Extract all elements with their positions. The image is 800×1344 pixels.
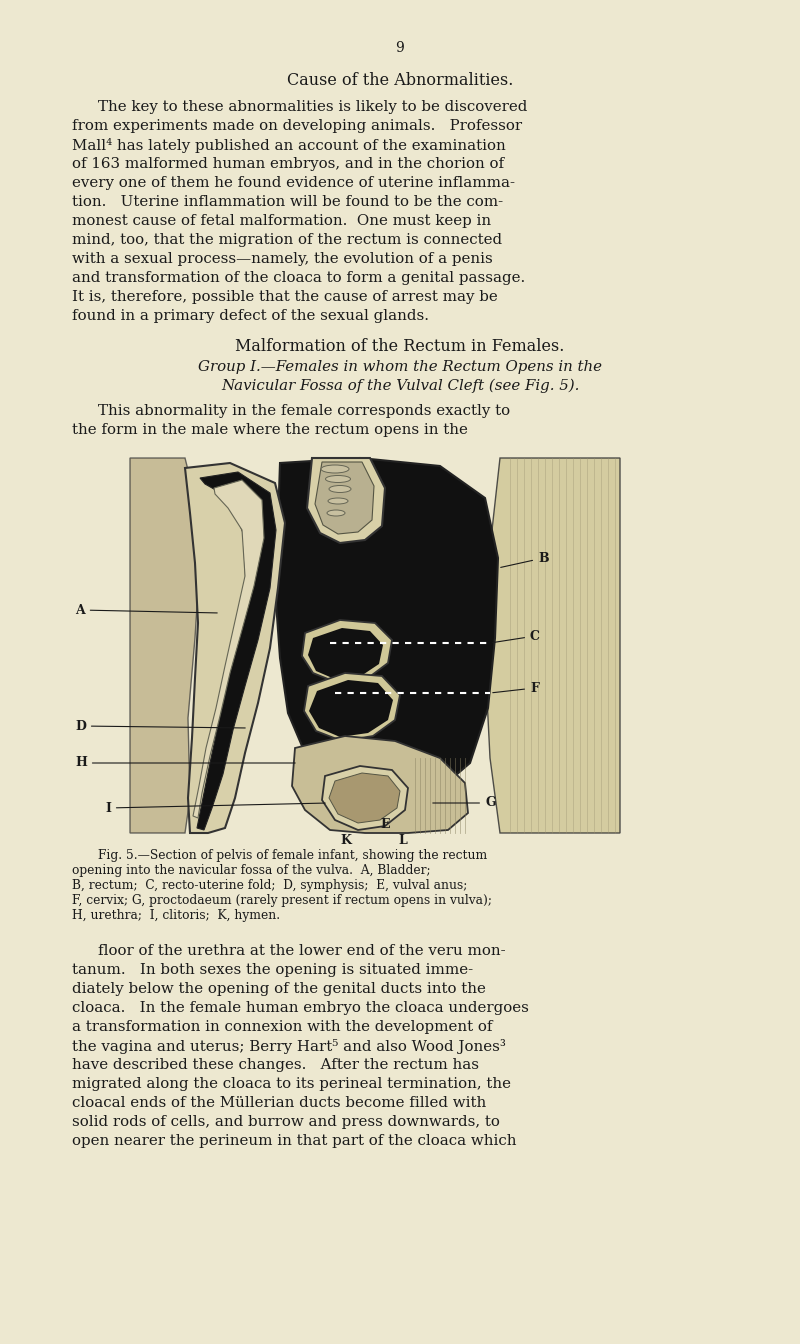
Text: migrated along the cloaca to its perineal termination, the: migrated along the cloaca to its perinea… bbox=[72, 1077, 511, 1091]
Text: the form in the male where the rectum opens in the: the form in the male where the rectum op… bbox=[72, 423, 468, 437]
Text: K: K bbox=[340, 835, 351, 848]
Text: with a sexual process—namely, the evolution of a penis: with a sexual process—namely, the evolut… bbox=[72, 253, 493, 266]
Polygon shape bbox=[322, 766, 408, 831]
Text: L: L bbox=[398, 835, 406, 848]
Text: found in a primary defect of the sexual glands.: found in a primary defect of the sexual … bbox=[72, 309, 429, 323]
Text: every one of them he found evidence of uterine inflamma-: every one of them he found evidence of u… bbox=[72, 176, 515, 190]
Polygon shape bbox=[193, 480, 264, 818]
Text: I: I bbox=[105, 801, 326, 814]
Text: It is, therefore, possible that the cause of arrest may be: It is, therefore, possible that the caus… bbox=[72, 290, 498, 304]
Polygon shape bbox=[292, 737, 468, 833]
Text: diately below the opening of the genital ducts into the: diately below the opening of the genital… bbox=[72, 982, 486, 996]
Text: H, urethra;  I, clitoris;  K, hymen.: H, urethra; I, clitoris; K, hymen. bbox=[72, 909, 280, 922]
Text: cloaca.   In the female human embryo the cloaca undergoes: cloaca. In the female human embryo the c… bbox=[72, 1001, 529, 1015]
Text: monest cause of fetal malformation.  One must keep in: monest cause of fetal malformation. One … bbox=[72, 214, 491, 228]
Text: mind, too, that the migration of the rectum is connected: mind, too, that the migration of the rec… bbox=[72, 233, 502, 247]
Text: opening into the navicular fossa of the vulva.  A, Bladder;: opening into the navicular fossa of the … bbox=[72, 864, 430, 878]
Text: a transformation in connexion with the development of: a transformation in connexion with the d… bbox=[72, 1020, 493, 1034]
Text: B: B bbox=[501, 551, 549, 567]
Text: C: C bbox=[493, 629, 540, 642]
Polygon shape bbox=[304, 673, 400, 741]
Text: floor of the urethra at the lower end of the veru mon-: floor of the urethra at the lower end of… bbox=[98, 943, 506, 958]
Polygon shape bbox=[309, 680, 393, 737]
Text: tanum.   In both sexes the opening is situated imme-: tanum. In both sexes the opening is situ… bbox=[72, 964, 473, 977]
Text: Cause of the Abnormalities.: Cause of the Abnormalities. bbox=[287, 73, 513, 89]
Polygon shape bbox=[307, 458, 385, 543]
Ellipse shape bbox=[321, 465, 349, 473]
Text: Navicular Fossa of the Vulval Cleft (see Fig. 5).: Navicular Fossa of the Vulval Cleft (see… bbox=[221, 379, 579, 394]
Text: F: F bbox=[493, 681, 539, 695]
Text: Malformation of the Rectum in Females.: Malformation of the Rectum in Females. bbox=[235, 337, 565, 355]
Ellipse shape bbox=[328, 499, 348, 504]
Text: tion.   Uterine inflammation will be found to be the com-: tion. Uterine inflammation will be found… bbox=[72, 195, 503, 210]
Text: G: G bbox=[433, 797, 496, 809]
Text: D: D bbox=[75, 719, 246, 732]
Polygon shape bbox=[197, 472, 276, 831]
Text: B, rectum;  C, recto-uterine fold;  D, symphysis;  E, vulval anus;: B, rectum; C, recto-uterine fold; D, sym… bbox=[72, 879, 467, 892]
Text: Group I.—Females in whom the Rectum Opens in the: Group I.—Females in whom the Rectum Open… bbox=[198, 360, 602, 374]
Text: from experiments made on developing animals.   Professor: from experiments made on developing anim… bbox=[72, 120, 522, 133]
Text: E: E bbox=[380, 818, 390, 832]
Text: solid rods of cells, and burrow and press downwards, to: solid rods of cells, and burrow and pres… bbox=[72, 1116, 500, 1129]
Ellipse shape bbox=[326, 476, 350, 482]
Text: have described these changes.   After the rectum has: have described these changes. After the … bbox=[72, 1058, 479, 1073]
Polygon shape bbox=[329, 773, 400, 823]
Ellipse shape bbox=[327, 509, 345, 516]
Text: cloacal ends of the Müllerian ducts become filled with: cloacal ends of the Müllerian ducts beco… bbox=[72, 1095, 486, 1110]
Text: This abnormality in the female corresponds exactly to: This abnormality in the female correspon… bbox=[98, 405, 510, 418]
Text: Mall⁴ has lately published an account of the examination: Mall⁴ has lately published an account of… bbox=[72, 138, 506, 153]
Text: and transformation of the cloaca to form a genital passage.: and transformation of the cloaca to form… bbox=[72, 271, 526, 285]
Polygon shape bbox=[302, 620, 392, 683]
Polygon shape bbox=[308, 628, 383, 680]
Text: the vagina and uterus; Berry Hart⁵ and also Wood Jones³: the vagina and uterus; Berry Hart⁵ and a… bbox=[72, 1039, 506, 1054]
Ellipse shape bbox=[329, 485, 351, 492]
Text: of 163 malformed human embryos, and in the chorion of: of 163 malformed human embryos, and in t… bbox=[72, 157, 504, 171]
Polygon shape bbox=[315, 462, 374, 534]
Polygon shape bbox=[485, 458, 620, 833]
Polygon shape bbox=[130, 458, 200, 833]
Text: H: H bbox=[75, 757, 295, 770]
Polygon shape bbox=[185, 462, 285, 833]
Polygon shape bbox=[275, 458, 498, 802]
Text: F, cervix; G, proctodaeum (rarely present if rectum opens in vulva);: F, cervix; G, proctodaeum (rarely presen… bbox=[72, 894, 492, 907]
Text: 9: 9 bbox=[396, 42, 404, 55]
Text: open nearer the perineum in that part of the cloaca which: open nearer the perineum in that part of… bbox=[72, 1134, 517, 1148]
Text: Fig. 5.—Section of pelvis of female infant, showing the rectum: Fig. 5.—Section of pelvis of female infa… bbox=[98, 849, 487, 862]
Text: The key to these abnormalities is likely to be discovered: The key to these abnormalities is likely… bbox=[98, 99, 527, 114]
Text: A: A bbox=[75, 603, 218, 617]
